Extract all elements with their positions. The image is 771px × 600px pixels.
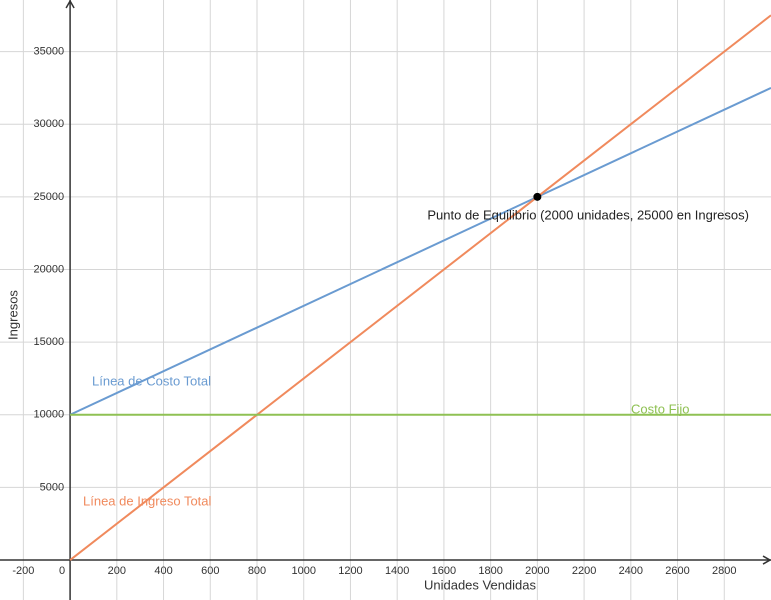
x-tick-label: 1200	[338, 565, 362, 577]
y-axis-label: Ingresos	[5, 290, 20, 340]
x-tick-label: 2200	[572, 565, 596, 577]
x-tick-label: 2600	[665, 565, 689, 577]
x-tick-label: 2800	[712, 565, 736, 577]
series-label: Línea de Costo Total	[92, 373, 211, 388]
y-tick-label: 25000	[33, 191, 64, 203]
x-tick-label: 1800	[478, 565, 502, 577]
x-tick-label: 200	[108, 565, 126, 577]
x-tick-label: 800	[248, 565, 266, 577]
point-label: Punto de Equilibrio (2000 unidades, 2500…	[427, 207, 749, 222]
x-tick-label: 1600	[432, 565, 456, 577]
x-tick-label: 1000	[291, 565, 315, 577]
y-tick-label: 20000	[33, 263, 64, 275]
x-tick-label: 400	[154, 565, 172, 577]
y-tick-label: 10000	[33, 409, 64, 421]
y-tick-label: 35000	[33, 45, 64, 57]
series-line	[69, 86, 771, 416]
point	[533, 192, 542, 201]
x-tick-label: 1400	[385, 565, 409, 577]
x-tick-label: 2400	[619, 565, 643, 577]
series-line	[69, 14, 771, 561]
y-tick-label: 5000	[40, 481, 64, 493]
y-axis-arrow	[65, 0, 75, 9]
series-label: Línea de Ingreso Total	[83, 493, 212, 508]
x-axis-label: Unidades Vendidas	[424, 577, 537, 592]
x-tick-label: 600	[201, 565, 219, 577]
x-axis-arrow	[762, 555, 771, 565]
x-tick-label: 2000	[525, 565, 549, 577]
y-tick-label: 30000	[33, 118, 64, 130]
x-tick-label: 0	[59, 565, 65, 577]
y-tick-label: 15000	[33, 336, 64, 348]
x-tick-label: -200	[12, 565, 34, 577]
series-label: Costo Fijo	[631, 401, 690, 416]
